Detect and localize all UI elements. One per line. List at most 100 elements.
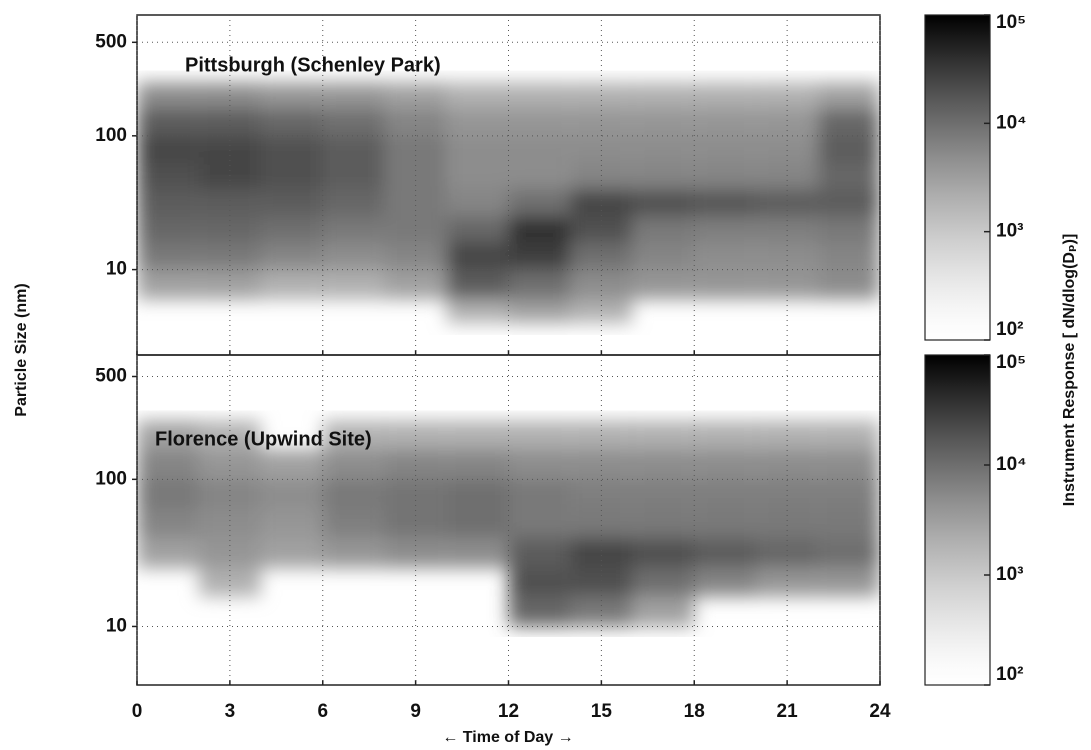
heatmap-cell (137, 449, 199, 480)
heatmap-cell (632, 242, 695, 270)
heatmap-cell (570, 567, 633, 597)
heatmap-cell (632, 108, 695, 136)
heatmap-cell (694, 108, 757, 136)
heatmap-cell (260, 216, 323, 243)
colorbar-label: Instrument Response [ dN/dlog(Dₚ)] (1061, 234, 1078, 507)
heatmap-cell (818, 82, 880, 109)
heatmap-cell (818, 216, 880, 243)
heatmap-cell (322, 82, 385, 109)
heatmap-cell (818, 189, 880, 217)
x-tick-label: 9 (410, 701, 421, 722)
heatmap-cell (137, 189, 199, 217)
heatmap-cell (632, 449, 695, 480)
heatmap-cell (632, 135, 695, 163)
heatmap-cell (570, 299, 633, 323)
heatmap (137, 82, 880, 323)
heatmap-cell (632, 216, 695, 243)
heatmap-cell (508, 596, 571, 627)
heatmap-cell (570, 596, 633, 627)
heatmap-cell (694, 420, 757, 450)
heatmap-cell (570, 508, 633, 538)
heatmap-cell (260, 189, 323, 217)
heatmap-cell (322, 269, 385, 300)
heatmap-cell (508, 135, 571, 163)
colorbar-tick-label: 10³ (996, 221, 1023, 242)
heatmap-cell (632, 596, 695, 627)
heatmap-cell (694, 242, 757, 270)
heatmap-cell (508, 242, 571, 270)
heatmap-cell (322, 189, 385, 217)
heatmap-cell (818, 449, 880, 480)
heatmap-cell (756, 108, 819, 136)
heatmap-cell (260, 162, 323, 190)
heatmap-cell (818, 567, 880, 597)
heatmap-cell (260, 479, 323, 509)
heatmap-cell (322, 216, 385, 243)
heatmap-cell (694, 449, 757, 480)
heatmap-cell (137, 162, 199, 190)
heatmap-cell (570, 479, 633, 509)
heatmap-cell (446, 108, 509, 136)
heatmap-cell (322, 135, 385, 163)
heatmap-cell (260, 537, 323, 568)
heatmap-cell (198, 269, 261, 300)
heatmap-cell (260, 242, 323, 270)
heatmap-cell (694, 162, 757, 190)
colorbar-tick-label: 10² (996, 664, 1023, 685)
heatmap-cell (508, 108, 571, 136)
heatmap-cell (570, 189, 633, 217)
heatmap-cell (260, 508, 323, 538)
colorbar-tick-label: 10⁵ (996, 352, 1026, 373)
heatmap-cell (632, 420, 695, 450)
heatmap-cell (446, 449, 509, 480)
heatmap-cell (198, 567, 261, 597)
colorbar (924, 354, 991, 686)
heatmap-cell (632, 508, 695, 538)
heatmap-cell (446, 420, 509, 450)
heatmap-cell (322, 537, 385, 568)
heatmap-cell (632, 479, 695, 509)
heatmap-cell (756, 508, 819, 538)
heatmap-cell (137, 508, 199, 538)
heatmap-cell (818, 108, 880, 136)
x-tick-label: 18 (684, 701, 705, 722)
heatmap-cell (198, 189, 261, 217)
x-tick-label: 6 (317, 701, 328, 722)
heatmap-cell (322, 508, 385, 538)
x-tick-label: 24 (869, 701, 891, 722)
heatmap-cell (384, 479, 447, 509)
heatmap-cell (384, 108, 447, 136)
heatmap (137, 420, 880, 627)
heatmap-cell (198, 449, 261, 480)
heatmap-cell (322, 242, 385, 270)
heatmap-cell (446, 162, 509, 190)
heatmap-cell (384, 135, 447, 163)
heatmap-cell (694, 135, 757, 163)
heatmap-cell (198, 508, 261, 538)
heatmap-cell (137, 420, 199, 450)
heatmap-cell (756, 537, 819, 568)
heatmap-cell (137, 537, 199, 568)
heatmap-cell (508, 299, 571, 323)
heatmap-cell (508, 479, 571, 509)
x-tick-label: 0 (132, 701, 143, 722)
x-tick-label: 3 (225, 701, 236, 722)
heatmap-cell (384, 508, 447, 538)
heatmap-cell (322, 162, 385, 190)
heatmap-cell (508, 537, 571, 568)
heatmap-cell (570, 449, 633, 480)
heatmap-cell (260, 135, 323, 163)
heatmap-cell (570, 269, 633, 300)
heatmap-cell (694, 479, 757, 509)
panel-title: Pittsburgh (Schenley Park) (185, 54, 441, 76)
heatmap-cell (632, 269, 695, 300)
heatmap-cell (137, 135, 199, 163)
heatmap-cell (818, 135, 880, 163)
heatmap-cells (137, 420, 880, 627)
heatmap-cell (322, 420, 385, 450)
heatmap-cell (384, 189, 447, 217)
heatmap-cell (508, 162, 571, 190)
heatmap-cell (137, 479, 199, 509)
heatmap-cell (818, 537, 880, 568)
